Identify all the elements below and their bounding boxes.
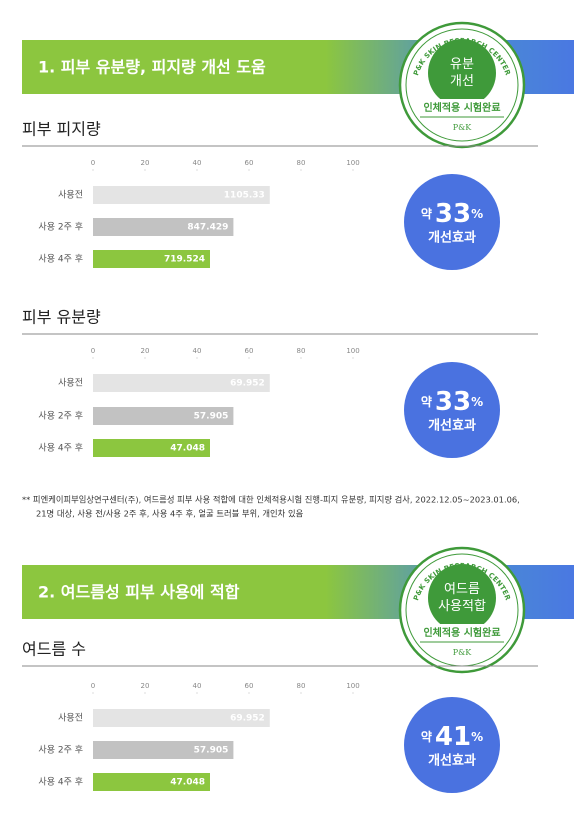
value-label: 1105.33 <box>224 191 265 201</box>
badge-inner <box>428 39 496 107</box>
badge-seal-band <box>418 99 506 117</box>
x-tick-label: 100 <box>346 347 359 355</box>
badge-inner-text: 여드름 <box>444 582 480 597</box>
x-tick-label: 40 <box>193 682 202 690</box>
badge-inner <box>428 564 496 632</box>
banner-title: 1. 피부 유분량, 피지량 개선 도움 <box>38 58 266 77</box>
callout-prefix: 약 <box>421 729 432 744</box>
badge-seal: 인체적용 시험완료 <box>423 626 500 639</box>
callout-unit: % <box>471 207 483 221</box>
category-label: 사용 4주 후 <box>38 777 83 788</box>
callout-unit: % <box>471 730 483 744</box>
footnote: ** 피엔케이피부임상연구센터(주), 여드름성 피부 사용 적합에 대한 인체… <box>22 495 520 505</box>
category-label: 사용 4주 후 <box>38 254 83 265</box>
x-tick-label: 0 <box>91 347 95 355</box>
bar <box>93 741 234 759</box>
value-label: 57.905 <box>194 746 229 756</box>
x-tick-label: 60 <box>245 347 254 355</box>
bar <box>93 439 210 457</box>
value-label: 57.905 <box>194 412 229 422</box>
badge-seal: 인체적용 시험완료 <box>423 101 500 114</box>
x-tick-label: 100 <box>346 159 359 167</box>
x-tick-label: 20 <box>141 682 150 690</box>
value-label: 47.048 <box>170 444 205 454</box>
callout-circle <box>404 174 500 270</box>
callout-circle <box>404 697 500 793</box>
bar <box>93 186 270 204</box>
bar <box>93 250 210 268</box>
x-tick-label: 60 <box>245 159 254 167</box>
value-label: 47.048 <box>170 778 205 788</box>
badge-logo: P&K <box>453 648 473 657</box>
callout-number: 41 <box>435 722 471 752</box>
category-label: 사용 2주 후 <box>38 411 83 422</box>
banner-title: 2. 여드름성 피부 사용에 적합 <box>38 583 240 602</box>
bar <box>93 407 234 425</box>
chart-title: 피부 피지량 <box>22 120 101 139</box>
x-tick-label: 60 <box>245 682 254 690</box>
callout-value: 약 41% <box>421 722 483 752</box>
callout-prefix: 약 <box>421 394 432 409</box>
x-tick-label: 20 <box>141 347 150 355</box>
x-tick-label: 40 <box>193 347 202 355</box>
value-label: 69.952 <box>230 379 265 389</box>
x-tick-label: 100 <box>346 682 359 690</box>
badge-inner-text: 개선 <box>450 74 474 89</box>
x-tick-label: 40 <box>193 159 202 167</box>
x-tick-label: 80 <box>297 682 306 690</box>
footnote: 21명 대상, 사용 전/사용 2주 후, 사용 4주 후, 얼굴 트러블 부위… <box>36 509 304 519</box>
value-label: 719.524 <box>164 255 205 265</box>
category-label: 사용전 <box>58 378 83 389</box>
value-label: 847.429 <box>187 223 228 233</box>
callout-label: 개선효과 <box>428 230 476 246</box>
x-tick-label: 0 <box>91 159 95 167</box>
bar <box>93 709 270 727</box>
category-label: 사용전 <box>58 713 83 724</box>
badge-ring <box>405 28 519 142</box>
callout-number: 33 <box>435 387 471 417</box>
badge-inner-text: 사용적합 <box>438 599 486 614</box>
chart-title: 피부 유분량 <box>22 308 101 327</box>
callout-value: 약 33% <box>421 199 483 229</box>
x-tick-label: 20 <box>141 159 150 167</box>
callout-value: 약 33% <box>421 387 483 417</box>
category-label: 사용전 <box>58 190 83 201</box>
category-label: 사용 2주 후 <box>38 222 83 233</box>
bar <box>93 773 210 791</box>
callout-label: 개선효과 <box>428 418 476 434</box>
badge-logo: P&K <box>453 123 473 132</box>
x-tick-label: 80 <box>297 159 306 167</box>
badge-inner-text: 유분 <box>450 57 474 72</box>
value-label: 69.952 <box>230 714 265 724</box>
callout-unit: % <box>471 395 483 409</box>
callout-circle <box>404 362 500 458</box>
bar <box>93 218 234 236</box>
callout-prefix: 약 <box>421 206 432 221</box>
callout-label: 개선효과 <box>428 753 476 769</box>
x-tick-label: 0 <box>91 682 95 690</box>
category-label: 사용 4주 후 <box>38 443 83 454</box>
bar <box>93 374 270 392</box>
chart-title: 여드름 수 <box>22 640 86 659</box>
callout-number: 33 <box>435 199 471 229</box>
badge-seal-band <box>418 624 506 642</box>
x-tick-label: 80 <box>297 347 306 355</box>
category-label: 사용 2주 후 <box>38 745 83 756</box>
